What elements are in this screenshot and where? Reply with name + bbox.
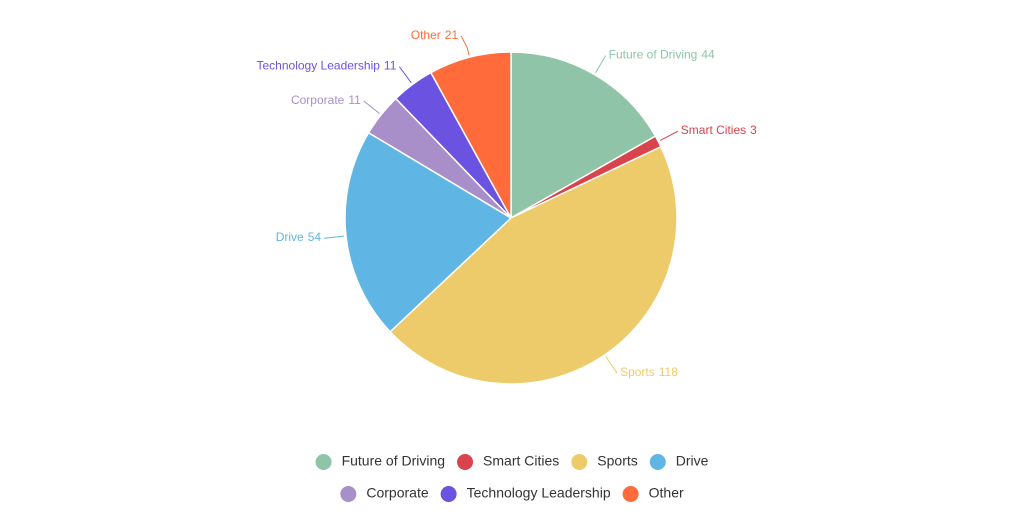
legend-marker bbox=[622, 486, 639, 502]
slice-label-value: 54 bbox=[308, 230, 322, 244]
legend-marker bbox=[440, 486, 457, 502]
slice-label-name: Corporate bbox=[291, 93, 345, 107]
slice-label-value: 118 bbox=[659, 365, 678, 379]
leader-line bbox=[659, 130, 679, 141]
slice bbox=[389, 145, 678, 385]
slice-label: Technology Leadership 11 bbox=[257, 59, 397, 73]
slice-label: Future of Driving 44 bbox=[609, 48, 715, 62]
slice-label-name: Sports bbox=[620, 365, 655, 379]
slice-label-name: Smart Cities bbox=[681, 123, 746, 137]
legend-marker bbox=[340, 486, 357, 502]
slice-label: Other 21 bbox=[411, 28, 459, 42]
slice-label-name: Other bbox=[411, 28, 441, 42]
slice-label: Sports 118 bbox=[620, 365, 678, 379]
legend-label: Technology Leadership bbox=[467, 485, 611, 501]
legend-marker bbox=[457, 454, 474, 470]
leader-line bbox=[605, 356, 618, 374]
slice-label: Corporate 11 bbox=[291, 93, 361, 107]
legend-item: Other bbox=[622, 485, 684, 502]
slice bbox=[510, 51, 657, 220]
legend-item: Drive bbox=[649, 453, 709, 470]
legend-label: Future of Driving bbox=[342, 453, 445, 469]
slice bbox=[344, 131, 513, 333]
slice-label: Drive 54 bbox=[276, 230, 322, 244]
legend-label: Smart Cities bbox=[483, 453, 559, 469]
legend-label: Drive bbox=[676, 453, 709, 469]
slice bbox=[429, 51, 512, 219]
leader-line bbox=[363, 100, 380, 114]
legend-marker bbox=[571, 454, 588, 470]
legend: Future of Driving Smart Cities Sports Drive… bbox=[315, 453, 709, 502]
legend-label: Other bbox=[649, 485, 684, 501]
legend-item: Future of Driving bbox=[315, 453, 445, 470]
leader-line bbox=[399, 66, 412, 84]
slice-label-value: 11 bbox=[384, 59, 397, 73]
legend-item: Smart Cities bbox=[457, 453, 559, 470]
slice-label-value: 11 bbox=[348, 93, 361, 107]
legend-item: Corporate bbox=[340, 485, 429, 502]
leader-line bbox=[460, 35, 470, 56]
legend-item: Technology Leadership bbox=[440, 485, 611, 502]
slice-label-value: 21 bbox=[445, 28, 459, 42]
legend-marker bbox=[649, 454, 666, 470]
slice-label-value: 3 bbox=[750, 123, 757, 137]
slice-labels: Future of Driving 44 Smart Cities 3 Sports 11… bbox=[257, 28, 758, 379]
legend-label: Sports bbox=[597, 453, 637, 469]
slice-label: Smart Cities 3 bbox=[681, 123, 757, 137]
pie bbox=[344, 51, 678, 385]
slice-label-name: Future of Driving bbox=[609, 48, 698, 62]
leader-line bbox=[595, 55, 607, 74]
slice-label-name: Technology Leadership bbox=[257, 59, 381, 73]
slice-label-name: Drive bbox=[276, 230, 304, 244]
legend-label: Corporate bbox=[366, 485, 428, 501]
leader-line bbox=[324, 235, 345, 239]
slice-label-value: 44 bbox=[701, 48, 715, 62]
legend-marker bbox=[315, 454, 332, 470]
legend-item: Sports bbox=[571, 453, 638, 470]
